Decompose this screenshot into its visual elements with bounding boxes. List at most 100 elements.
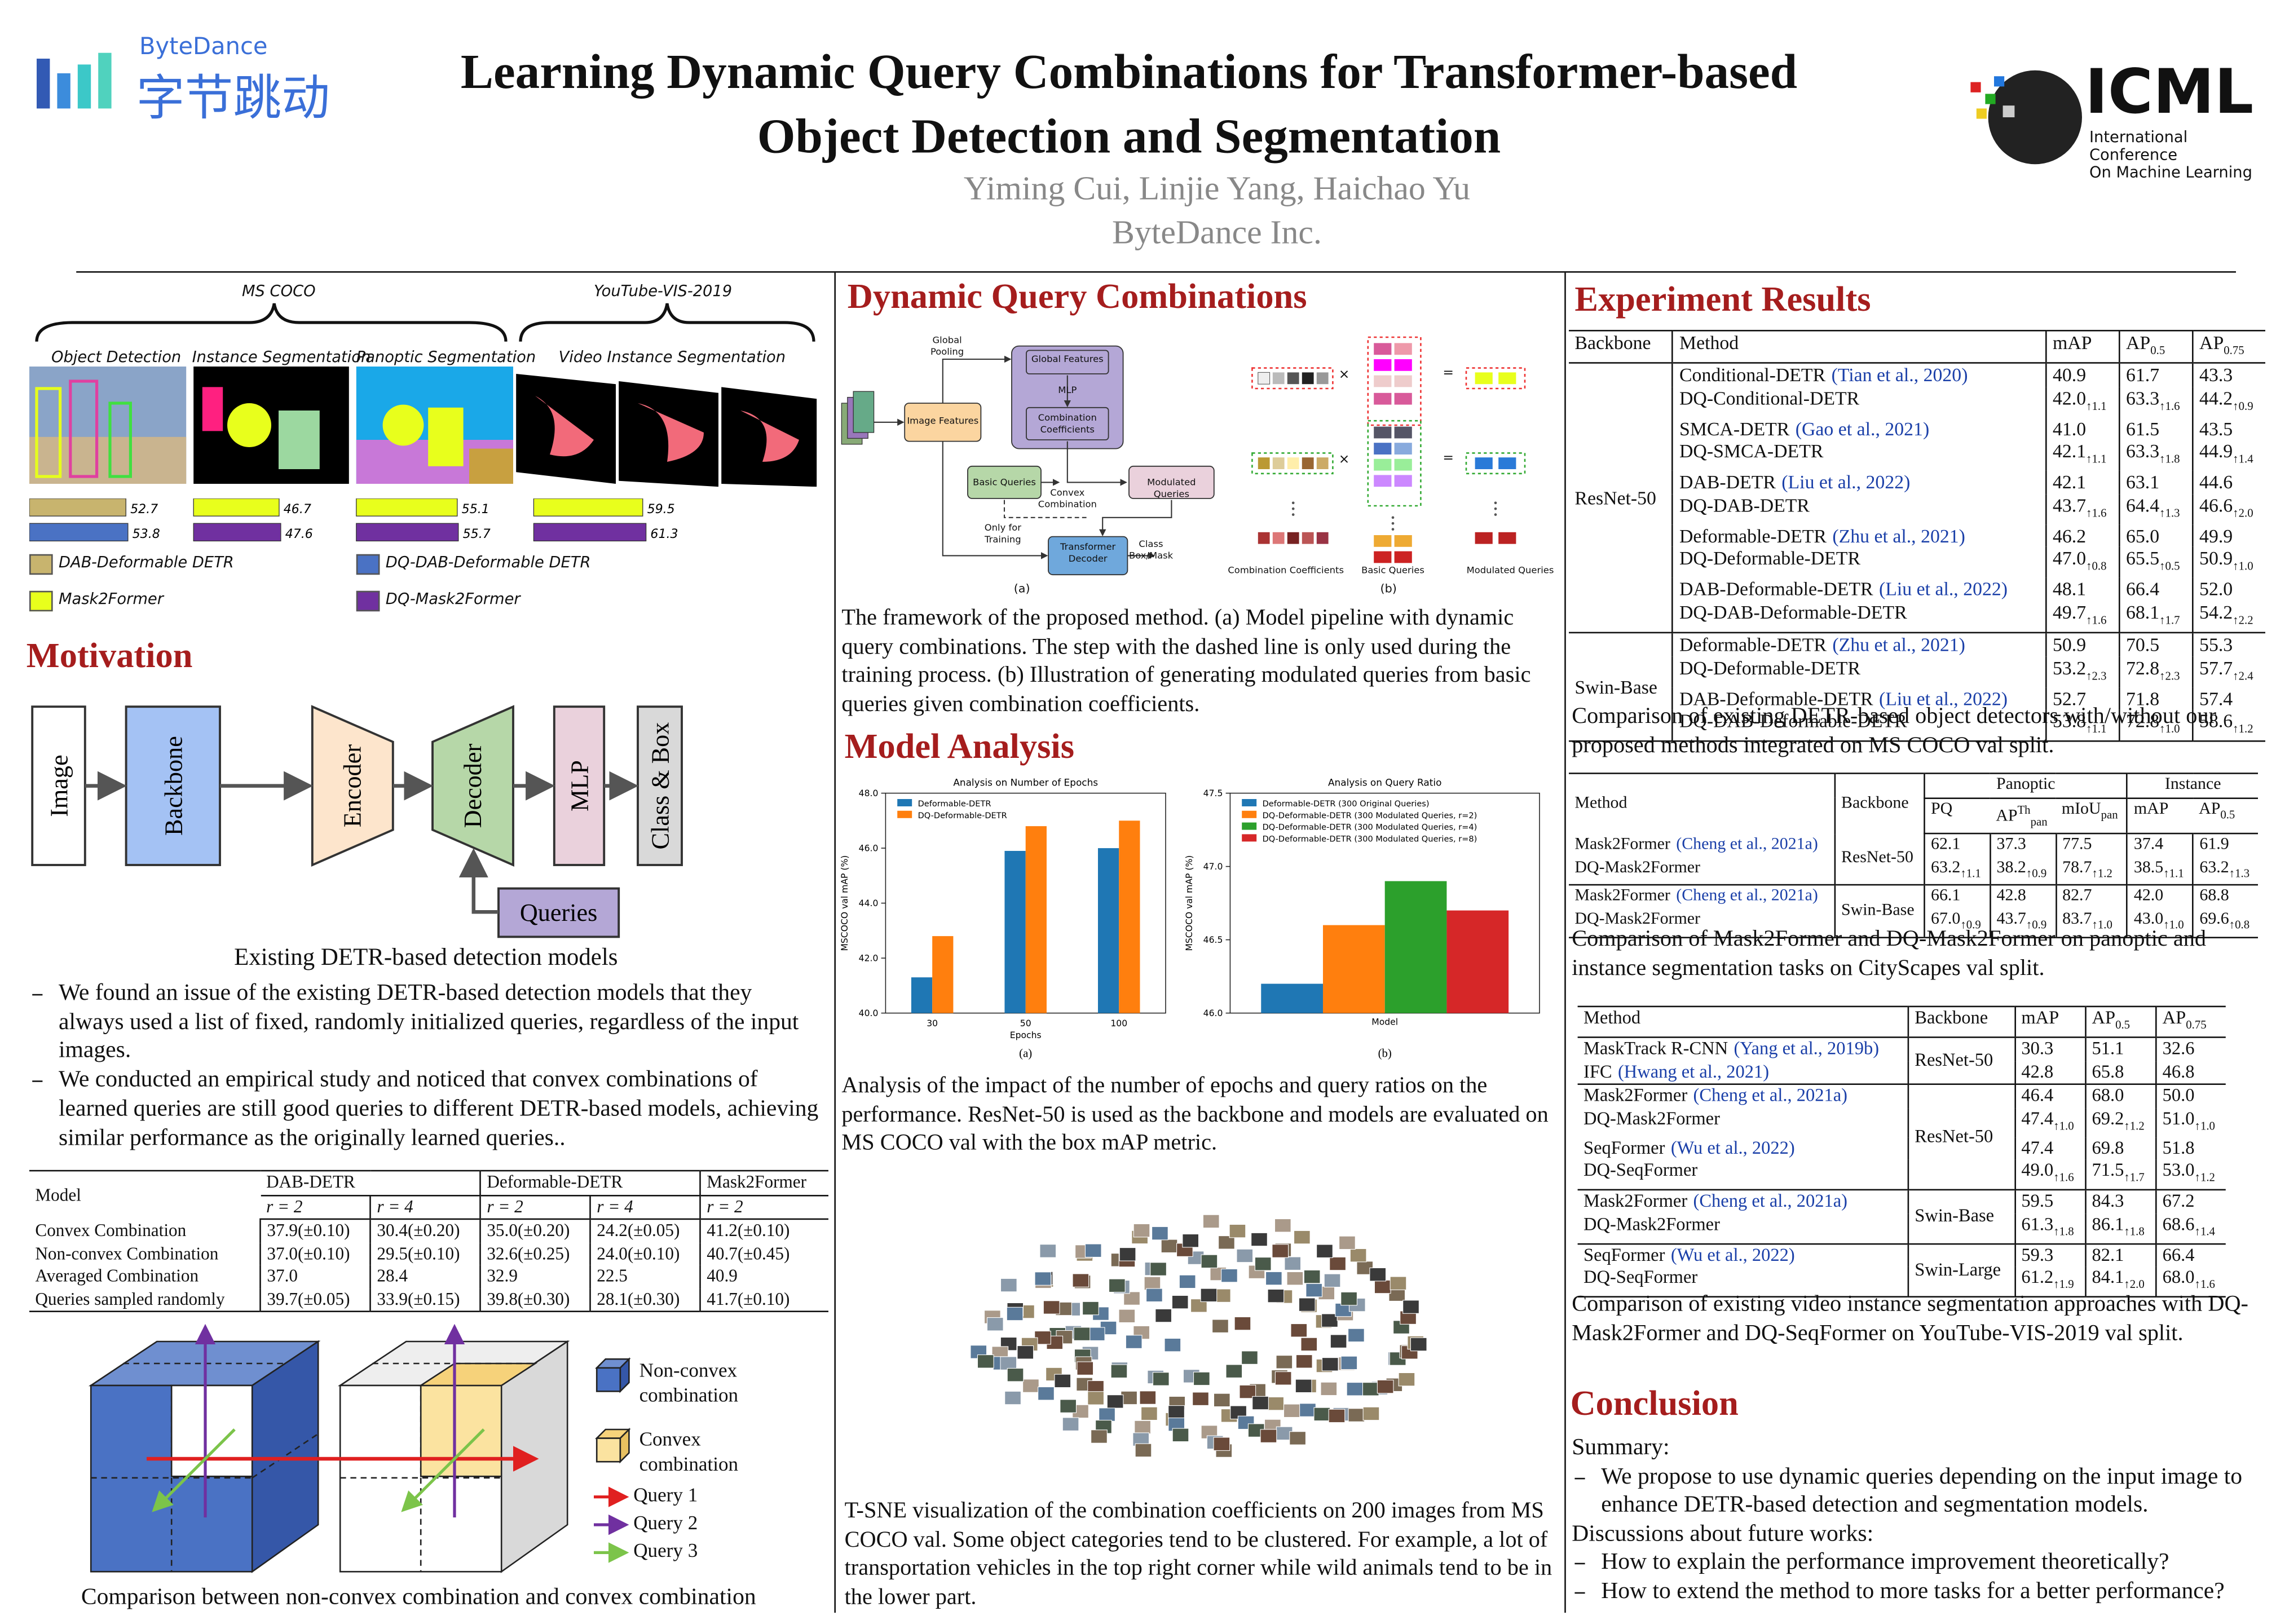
table-row: DQ-Conditional-DETR 42.0↑1.1 63.3↑1.6 44.2↑… bbox=[1569, 386, 2265, 418]
thumbnail bbox=[1099, 1407, 1115, 1422]
table-cell: 42.1↑1.1 bbox=[2045, 440, 2120, 471]
thumbnail bbox=[1152, 1372, 1170, 1386]
table-cell: 32.6 bbox=[2155, 1037, 2226, 1061]
table-cell: 71.8 bbox=[2118, 687, 2193, 710]
bar bbox=[1322, 925, 1385, 1013]
table-cell: 65.8 bbox=[2084, 1061, 2156, 1084]
cell-text: Mask2Former bbox=[1574, 888, 1670, 906]
pipeline-label: Encoder bbox=[339, 744, 367, 827]
cell-text: 58.6 bbox=[2199, 709, 2233, 732]
ablation-table: Model DAB-DETR Deformable-DETR Mask2Former … bbox=[29, 1170, 828, 1312]
pipeline-label: Image bbox=[46, 754, 73, 817]
cell-sub: ↑0.5 bbox=[2159, 560, 2180, 573]
cell-text: 69.2 bbox=[2092, 1107, 2124, 1128]
fig-op: × bbox=[1338, 453, 1350, 468]
cell-sub: ↑1.4 bbox=[2194, 1224, 2215, 1238]
figure-caption: Comparison between non-convex combinatio… bbox=[81, 1585, 756, 1610]
value-label: 61.3 bbox=[650, 527, 678, 541]
table-row: Mask2Former (Cheng et al., 2021a) ResNet-5… bbox=[1577, 1083, 2226, 1190]
cell-sub: ↑1.2 bbox=[2092, 866, 2112, 880]
cell-text: 64.4 bbox=[2125, 493, 2160, 516]
backbone-cell: ResNet-50 bbox=[1574, 486, 1656, 509]
thumbnail bbox=[1284, 1256, 1302, 1270]
thumbnail bbox=[1295, 1379, 1312, 1393]
cell-sub: ↑1.1 bbox=[2163, 866, 2184, 880]
task-label: Instance Segmentation bbox=[192, 348, 371, 367]
y-axis-label: MSCOCO val mAP (%) bbox=[840, 855, 850, 951]
pipeline-label: Class & Box bbox=[647, 722, 674, 850]
rule bbox=[76, 271, 2236, 273]
thumbnail bbox=[1091, 1429, 1108, 1444]
table-row: DQ-Deformable-DETR 47.0↑0.8 65.5↑0.5 50.9↑1… bbox=[1569, 547, 2265, 579]
table-cell: 57.4 bbox=[2192, 687, 2265, 710]
legend-label: Mask2Former bbox=[59, 590, 164, 608]
thumbnail bbox=[1272, 1244, 1289, 1258]
thumbnail bbox=[1006, 1307, 1024, 1321]
thumbnail bbox=[1202, 1214, 1220, 1229]
table-cell: 69.2↑1.2 bbox=[2084, 1107, 2156, 1137]
table-cell: 42.1 bbox=[2045, 471, 2120, 494]
thumbnail bbox=[1043, 1300, 1060, 1314]
cell-text: 38.2 bbox=[1996, 858, 2026, 876]
backbone-cell: ResNet-50 bbox=[1907, 1083, 2015, 1190]
cell-sub: ↑1.0 bbox=[2194, 1118, 2215, 1132]
thumbnail bbox=[1340, 1356, 1358, 1370]
table-cell: 47.0↑0.8 bbox=[2045, 547, 2120, 579]
table-cell: 82.1 bbox=[2084, 1242, 2156, 1267]
table-cell: 67.0↑0.9 bbox=[1924, 908, 1990, 937]
fig-label: Transformer Decoder bbox=[1060, 542, 1116, 564]
bar bbox=[193, 523, 281, 542]
header-cell: mIoUpan bbox=[2056, 797, 2128, 835]
thumbnail bbox=[1168, 1405, 1185, 1419]
bullet-text: We propose to use dynamic queries depend… bbox=[1601, 1464, 2243, 1517]
legend-swatch bbox=[356, 590, 380, 612]
backbone-cell: Swin-Base bbox=[1569, 632, 1673, 742]
thumbnail bbox=[1082, 1301, 1099, 1316]
legend-label: DQ-Deformable-DETR (300 Modulated Querie… bbox=[1263, 834, 1477, 844]
cell-text: DAB-DETR bbox=[1679, 471, 1776, 493]
cell-text: 51.0 bbox=[2162, 1107, 2195, 1128]
cell-sub: ↑1.6 bbox=[2086, 506, 2107, 520]
thumbnail bbox=[1190, 1299, 1207, 1313]
cell-text: 78.7 bbox=[2062, 858, 2092, 876]
cell-text: 54.2 bbox=[2199, 601, 2233, 623]
cell-cite: (Zhu et al., 2021) bbox=[1832, 633, 1965, 656]
table-cell: 53.0↑1.2 bbox=[2155, 1159, 2226, 1190]
thumbnail bbox=[1221, 1268, 1238, 1283]
section-heading: Dynamic Query Combinations bbox=[847, 278, 1307, 317]
table-cell: 77.5 bbox=[2055, 833, 2128, 858]
table-cell: 44.9↑1.4 bbox=[2192, 440, 2265, 471]
thumbnail bbox=[1251, 1232, 1268, 1247]
table-cell: 43.5 bbox=[2192, 417, 2265, 440]
cell-cite: (Tian et al., 2020) bbox=[1831, 364, 1968, 386]
cell-text: 42.1 bbox=[2052, 440, 2087, 462]
table-cell: 68.0 bbox=[2084, 1083, 2156, 1108]
cell-sub: ↑2.3 bbox=[2159, 669, 2180, 682]
table-cell: IFC (Hwang et al., 2021) bbox=[1578, 1061, 1908, 1084]
cell-text: DAB-Deformable-DETR bbox=[1679, 578, 1873, 601]
header-cell: mAP bbox=[2014, 1006, 2085, 1038]
thumbnail bbox=[1038, 1387, 1055, 1401]
table-cell: Mask2Former (Cheng et al., 2021a) bbox=[1577, 1083, 1908, 1108]
bar bbox=[356, 523, 459, 542]
header-cell: PQ bbox=[1924, 797, 1990, 835]
bullet: We conducted an empirical study and noti… bbox=[29, 1066, 821, 1153]
table-row: DQ-DAB-Deformable-DETR 53.8↑1.1 72.8↑1.0 58… bbox=[1569, 709, 2265, 742]
thumbnail bbox=[1398, 1372, 1415, 1387]
table-cell: Non-convex Combination bbox=[35, 1242, 219, 1263]
x-axis-label: Model bbox=[1371, 1017, 1398, 1027]
legend-label: DQ-DAB-Deformable DETR bbox=[385, 554, 591, 572]
backbone-cell: Swin-Base bbox=[1834, 884, 1925, 937]
table-cell: 29.5(±0.10) bbox=[369, 1242, 480, 1265]
pipeline-label: MLP bbox=[566, 760, 594, 811]
thumbnail bbox=[1134, 1420, 1151, 1435]
table-cell: 51.8 bbox=[2155, 1137, 2226, 1160]
table-cell: 53.2↑2.3 bbox=[2045, 656, 2120, 687]
cell-sub: ↑1.6 bbox=[2159, 399, 2180, 413]
bar bbox=[193, 498, 280, 517]
query-legend: Query 1 bbox=[633, 1484, 698, 1506]
thumbnail bbox=[1340, 1291, 1357, 1306]
table-cell: 28.1(±0.30) bbox=[589, 1288, 700, 1312]
cell-text: 61.3 bbox=[2021, 1213, 2054, 1234]
